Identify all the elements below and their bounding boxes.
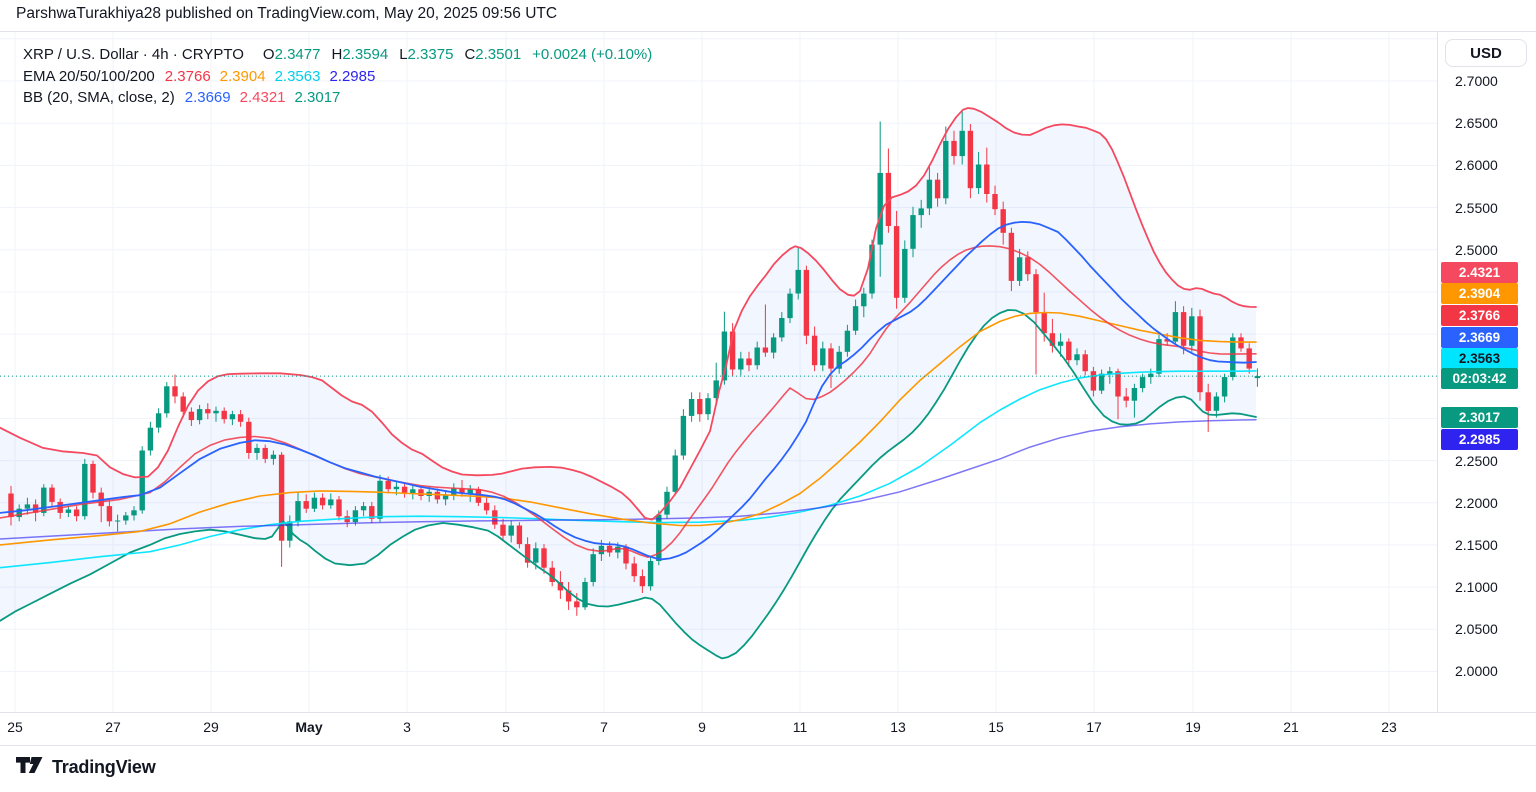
ohlc-value-O: 2.3477 <box>274 46 321 63</box>
publish-title: ParshwaTurakhiya28 published on TradingV… <box>16 5 558 22</box>
bollinger-fill <box>0 108 1256 659</box>
price-tick-2.0500: 2.0500 <box>1455 621 1498 638</box>
time-tick-11: 11 <box>792 719 808 735</box>
series-ema <box>0 311 1257 546</box>
price-badge-2-3017: 2.3017 <box>1441 406 1518 428</box>
price-tick-2.5500: 2.5500 <box>1455 199 1498 216</box>
price-tick-2.6000: 2.6000 <box>1455 157 1498 174</box>
bb-value-1: 2.4321 <box>239 89 286 106</box>
ema-value-2: 2.3563 <box>274 67 321 85</box>
price-tick-2.2500: 2.2500 <box>1455 452 1498 469</box>
time-tick-9: 9 <box>698 719 706 735</box>
series-bb <box>0 107 1257 521</box>
price-badge-2-3766: 2.3766 <box>1441 304 1518 326</box>
symbol-legend-row[interactable]: XRP / U.S. Dollar · 4h · CRYPTO O2.3477 H2… <box>23 44 652 66</box>
tradingview-logo-icon <box>16 757 43 773</box>
bb-value-0: 2.3669 <box>184 89 231 106</box>
price-badge-2-3669: 2.3669 <box>1441 326 1518 348</box>
ema-legend-row[interactable]: EMA 20/50/100/200 2.3766 2.3904 2.3563 2.298… <box>23 66 652 88</box>
price-badge-2-2985: 2.2985 <box>1441 428 1518 450</box>
price-tick-2.1500: 2.1500 <box>1455 536 1498 553</box>
bb-legend-row[interactable]: BB (20, SMA, close, 2) 2.3669 2.4321 2.3017 <box>23 87 652 109</box>
publish-header: ParshwaTurakhiya28 published on TradingV… <box>16 5 557 23</box>
series-bb <box>0 220 1257 561</box>
price-tick-2.5000: 2.5000 <box>1455 241 1498 258</box>
price-tick-2.7000: 2.7000 <box>1455 73 1498 89</box>
ohlc-value-L: 2.3375 <box>407 46 454 63</box>
price-badge-2-3904: 2.3904 <box>1441 282 1518 304</box>
bb-indicator-label[interactable]: BB (20, SMA, close, 2) <box>23 89 175 106</box>
ohlc-value-H: 2.3594 <box>342 46 389 63</box>
bb-value-2: 2.3017 <box>294 89 341 106</box>
ohlc-key-C: C <box>464 46 476 63</box>
price-badge-02-03-42: 02:03:42 <box>1441 367 1518 389</box>
indicator-legend: XRP / U.S. Dollar · 4h · CRYPTO O2.3477 H2… <box>23 44 652 109</box>
price-axis-divider <box>1437 32 1438 712</box>
gridlines <box>0 32 1437 712</box>
price-badge-2-4321: 2.4321 <box>1441 261 1518 283</box>
time-tick-5: 5 <box>502 719 510 735</box>
ohlc-key-L: L <box>399 46 408 63</box>
time-tick-29: 29 <box>203 719 219 735</box>
time-tick-25: 25 <box>7 719 23 735</box>
ohlc-value-C: 2.3501 <box>475 46 522 63</box>
time-tick-19: 19 <box>1185 719 1201 735</box>
time-tick-3: 3 <box>403 719 411 735</box>
price-tick-2.1000: 2.1000 <box>1455 579 1498 596</box>
ema-value-0: 2.3766 <box>164 67 211 85</box>
time-axis-divider <box>0 712 1536 713</box>
price-tick-2.2000: 2.2000 <box>1455 494 1498 511</box>
footer-brand[interactable]: TradingView <box>16 756 156 778</box>
time-tick-21: 21 <box>1283 719 1299 735</box>
ohlc-key-O: O <box>262 46 275 63</box>
ema-indicator-label[interactable]: EMA 20/50/100/200 <box>23 67 155 85</box>
price-tick-2.0000: 2.0000 <box>1455 663 1498 680</box>
tradingview-wordmark: TradingView <box>52 756 156 777</box>
change-value: +0.0024 (+0.10%) <box>532 46 653 63</box>
header-divider <box>0 31 1536 32</box>
time-tick-May: May <box>295 719 323 735</box>
ema-value-3: 2.2985 <box>329 67 376 85</box>
time-tick-7: 7 <box>600 719 608 735</box>
time-tick-17: 17 <box>1086 719 1102 735</box>
time-axis-bottom-border <box>0 745 1536 746</box>
time-tick-27: 27 <box>105 719 121 735</box>
ohlc-values: O2.3477 H2.3594 L2.3375 C2.3501 <box>254 46 523 63</box>
bb-values: 2.3669 2.4321 2.3017 <box>185 89 350 106</box>
price-tick-2.6500: 2.6500 <box>1455 115 1498 132</box>
candles-layer <box>8 110 1261 616</box>
plot-area <box>0 32 1437 712</box>
time-tick-23: 23 <box>1381 719 1397 735</box>
ema-value-1: 2.3904 <box>219 67 266 85</box>
series-ema <box>0 418 1257 540</box>
ema-values: 2.3766 2.3904 2.3563 2.2985 <box>165 68 385 85</box>
currency-toggle-button[interactable]: USD <box>1445 39 1527 67</box>
symbol-title[interactable]: XRP / U.S. Dollar · 4h · CRYPTO <box>23 46 244 63</box>
time-tick-15: 15 <box>988 719 1004 735</box>
series-bb <box>0 309 1257 660</box>
time-tick-13: 13 <box>890 719 906 735</box>
ohlc-key-H: H <box>331 46 343 63</box>
price-badge-2-3563: 2.3563 <box>1441 347 1518 369</box>
